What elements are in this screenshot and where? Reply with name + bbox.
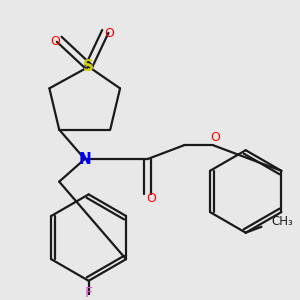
Text: CH₃: CH₃ bbox=[271, 215, 293, 228]
Text: O: O bbox=[210, 131, 220, 144]
Text: O: O bbox=[50, 35, 60, 48]
Text: O: O bbox=[104, 27, 114, 40]
Text: S: S bbox=[83, 59, 94, 74]
Text: N: N bbox=[78, 152, 91, 166]
Text: F: F bbox=[85, 286, 93, 300]
Text: O: O bbox=[146, 192, 156, 205]
